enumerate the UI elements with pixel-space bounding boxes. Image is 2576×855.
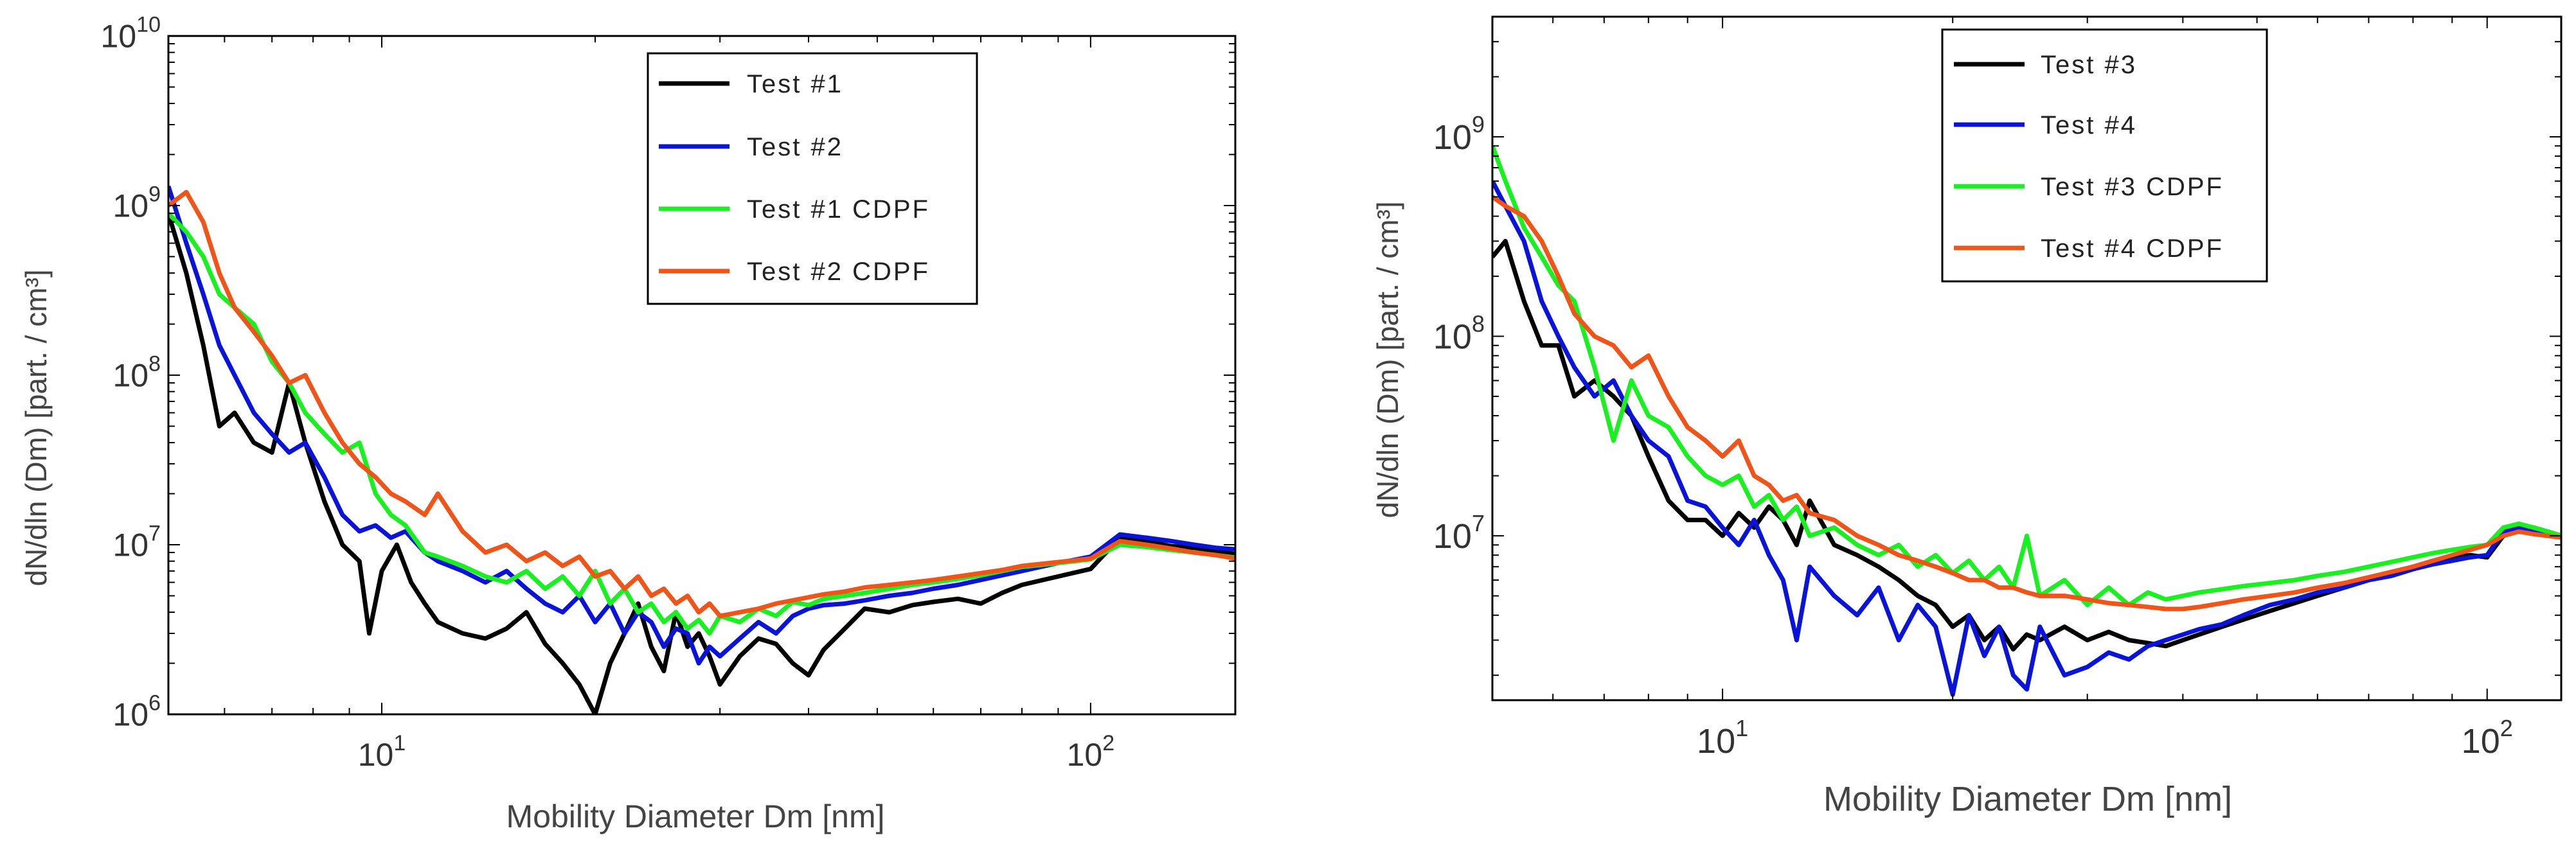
left-series-test-1 xyxy=(168,213,1235,714)
left-series-test-2-cdpf xyxy=(168,190,1235,619)
left-y-tick-label: 109 xyxy=(112,182,161,224)
right-y-tick-label: 107 xyxy=(1433,510,1485,556)
left-legend-entry-1: Test #1 xyxy=(659,70,843,98)
right-plot-area: 101 102 107 108 109 xyxy=(1433,15,2563,761)
right-legend-entry-2: Test #4 xyxy=(1954,111,2137,139)
left-y-axis-label: dN/dln (Dm) [part. / cm³] xyxy=(19,269,53,586)
left-y-tick-label: 108 xyxy=(112,352,161,394)
right-plot-frame xyxy=(1491,15,2563,701)
left-legend-label-test1-cdpf: Test #1 CDPF xyxy=(747,195,930,224)
left-legend-label-test1: Test #1 xyxy=(747,70,843,98)
left-chart-panel: 101 102 106 107 108 109 1010 Mobility Diameter… xyxy=(19,13,1237,834)
left-y-tick-label: 1010 xyxy=(101,13,161,55)
left-y-tick-label: 106 xyxy=(112,691,161,733)
left-x-tick-label: 101 xyxy=(358,731,406,773)
left-x-axis-label: Mobility Diameter Dm [nm] xyxy=(506,798,885,834)
left-legend-label-test2: Test #2 xyxy=(747,133,843,161)
left-series-test-2 xyxy=(168,185,1235,665)
right-legend-label-test4-cdpf: Test #4 CDPF xyxy=(2041,234,2224,263)
right-legend: Test #3 Test #4 Test #3 CDPF Test #4 CDP… xyxy=(1941,28,2268,283)
right-series-test-3-cdpf xyxy=(1492,145,2561,608)
right-legend-box xyxy=(1941,28,2268,283)
left-x-tick-label: 102 xyxy=(1067,731,1115,773)
right-x-tick-label: 102 xyxy=(2462,715,2513,761)
right-x-axis-label: Mobility Diameter Dm [nm] xyxy=(1823,780,2232,818)
right-y-tick-label: 109 xyxy=(1433,111,1485,157)
right-chart-panel: 101 102 107 108 109 Mobility Diameter Dm [nm… xyxy=(1371,15,2563,818)
left-legend: Test #1 Test #2 Test #1 CDPF Test #2 CDP… xyxy=(647,52,978,305)
right-legend-entry-4: Test #4 CDPF xyxy=(1954,234,2224,263)
right-legend-label-test4: Test #4 xyxy=(2041,111,2137,139)
left-plot-area: 101 102 106 107 108 109 1010 xyxy=(101,13,1237,773)
right-y-tick-label: 108 xyxy=(1433,310,1485,356)
right-legend-label-test3: Test #3 xyxy=(2041,51,2137,79)
right-x-tick-label: 101 xyxy=(1697,715,1748,761)
left-y-tick-label: 107 xyxy=(112,522,161,563)
right-y-axis-label: dN/dln (Dm) [part. / cm³] xyxy=(1371,201,1404,518)
right-legend-entry-1: Test #3 xyxy=(1954,51,2137,79)
right-series-test-4-cdpf xyxy=(1492,195,2561,612)
right-legend-label-test3-cdpf: Test #3 CDPF xyxy=(2041,173,2224,201)
left-legend-label-test2-cdpf: Test #2 CDPF xyxy=(747,258,930,286)
left-legend-box xyxy=(647,52,978,305)
right-legend-entry-3: Test #3 CDPF xyxy=(1954,173,2224,201)
left-legend-entry-3: Test #1 CDPF xyxy=(659,195,930,224)
left-legend-entry-2: Test #2 xyxy=(659,133,843,161)
left-legend-entry-4: Test #2 CDPF xyxy=(659,258,930,286)
right-series-test-4 xyxy=(1492,180,2561,697)
